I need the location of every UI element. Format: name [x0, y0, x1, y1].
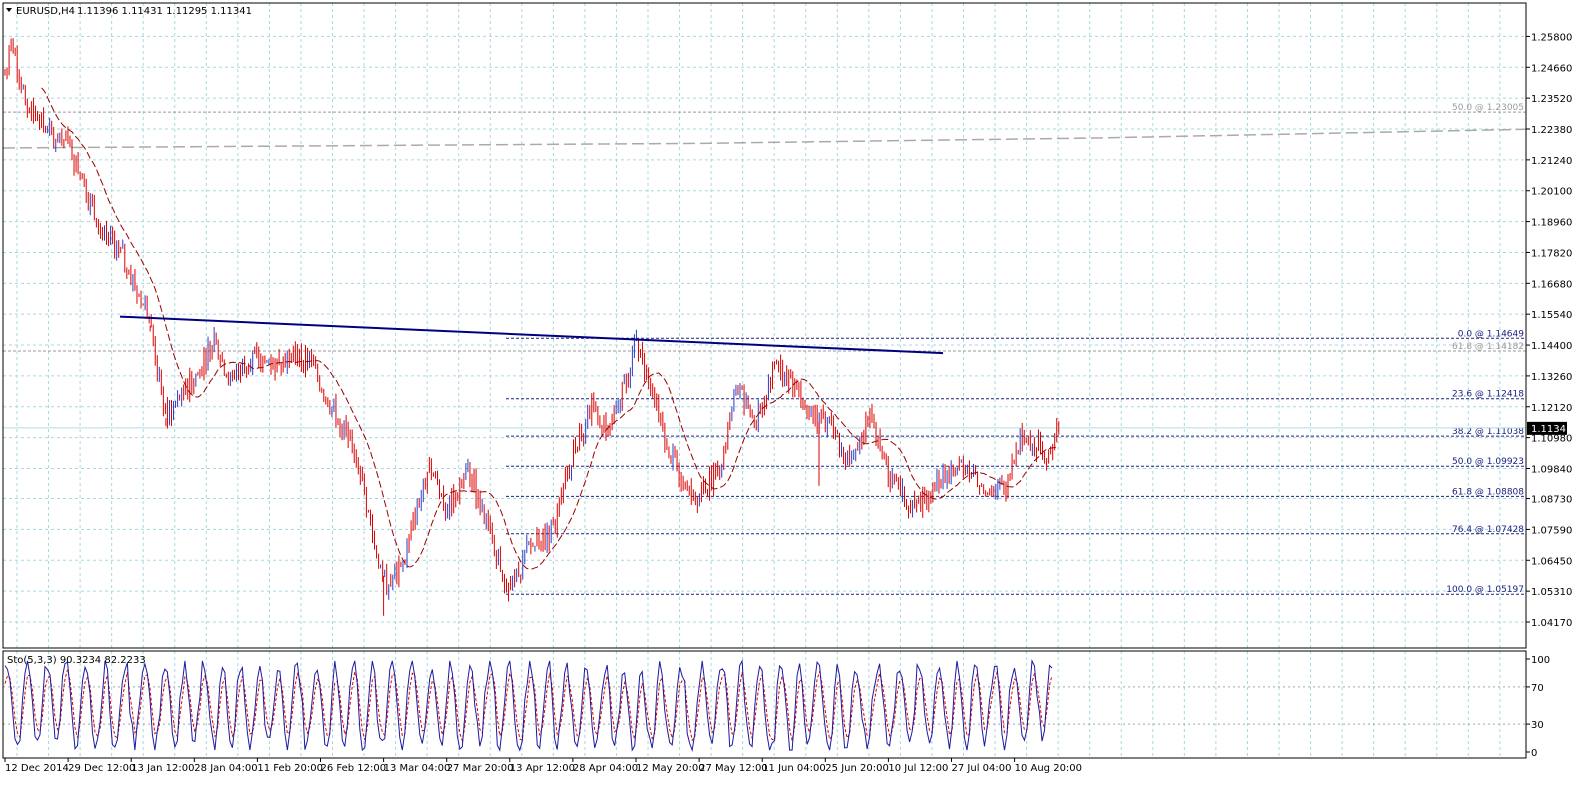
indicator-grid — [3, 651, 1526, 758]
moving-average-line — [41, 87, 1059, 570]
indicator-tick-label: 0 — [1531, 748, 1537, 759]
price-tick-label: 1.22380 — [1531, 125, 1572, 136]
time-tick-label: 10 Jul 12:00 — [888, 763, 948, 774]
price-tick-label: 1.12120 — [1531, 403, 1572, 414]
price-tick-label: 1.13260 — [1531, 372, 1572, 383]
time-tick-label: 12 May 20:00 — [636, 763, 705, 774]
price-axis: 1.25800 1.24660 1.23520 1.22380 1.21240 1.201… — [1526, 32, 1572, 629]
fib-level-label: 100.0 @ 1.05197 — [1446, 585, 1524, 595]
stochastic-oscillator — [4, 659, 1053, 753]
time-tick-label: 11 Feb 20:00 — [257, 763, 323, 774]
time-tick-label: 13 Jan 12:00 — [131, 763, 194, 774]
time-tick-label: 13 Mar 04:00 — [384, 763, 451, 774]
fib-level-label: 76.4 @ 1.07428 — [1452, 525, 1524, 535]
ohlc-label: 1.11396 1.11431 1.11295 1.11341 — [77, 6, 252, 17]
time-tick-label: 11 Jun 04:00 — [762, 763, 826, 774]
fib-upper-label: 50.0 @ 1.23005 — [1452, 103, 1524, 113]
fibonacci-retracement[interactable]: 50.0 @ 1.23005 61.8 @ 1.14182 0.0 @ 1.1464… — [3, 103, 1526, 595]
stochastic-signal-line — [4, 669, 1053, 743]
current-price-tag: 1.11341 — [1527, 421, 1572, 435]
price-series — [4, 38, 1060, 616]
price-tick-label: 1.07590 — [1531, 525, 1572, 536]
indicator-tick-label: 30 — [1531, 720, 1544, 731]
time-tick-label: 27 May 12:00 — [699, 763, 768, 774]
time-tick-label: 29 Dec 12:00 — [68, 763, 135, 774]
resistance-trendline[interactable] — [119, 315, 944, 355]
long-moving-average — [2, 128, 1527, 149]
price-tick-label: 1.25800 — [1531, 32, 1572, 43]
fib-level-label: 38.2 @ 1.11038 — [1452, 427, 1524, 437]
time-tick-label: 25 Jun 20:00 — [825, 763, 889, 774]
price-tick-label: 1.21240 — [1531, 156, 1572, 167]
fib-level-label: 50.0 @ 1.09923 — [1452, 457, 1524, 467]
price-tick-label: 1.15540 — [1531, 310, 1572, 321]
fib-upper-label: 61.8 @ 1.14182 — [1452, 342, 1524, 352]
price-tick-label: 1.23520 — [1531, 94, 1572, 105]
price-tick-label: 1.06450 — [1531, 556, 1572, 567]
indicator-tick-label: 70 — [1531, 683, 1544, 694]
fib-level-label: 23.6 @ 1.12418 — [1452, 390, 1524, 400]
time-tick-label: 13 Apr 12:00 — [510, 763, 575, 774]
time-tick-label: 10 Aug 20:00 — [1015, 763, 1082, 774]
price-tick-label: 1.10980 — [1531, 434, 1572, 445]
price-tick-label: 1.17820 — [1531, 248, 1572, 259]
indicator-axis: 100 70 30 0 — [1526, 655, 1550, 759]
price-tick-label: 1.20100 — [1531, 187, 1572, 198]
price-tick-label: 1.18960 — [1531, 218, 1572, 229]
chart-header: EURUSD,H4 1.11396 1.11431 1.11295 1.1134… — [6, 6, 252, 17]
dropdown-triangle-icon[interactable] — [6, 8, 12, 12]
time-tick-label: 27 Jul 04:00 — [952, 763, 1012, 774]
stochastic-main-line — [4, 659, 1053, 753]
price-tick-label: 1.24660 — [1531, 63, 1572, 74]
price-tick-label: 1.14400 — [1531, 341, 1572, 352]
price-tick-label: 1.09840 — [1531, 464, 1572, 475]
time-tick-label: 28 Jan 04:00 — [194, 763, 257, 774]
svg-text:1.11341: 1.11341 — [1531, 424, 1572, 435]
symbol-label: EURUSD,H4 — [16, 6, 75, 17]
long-ma-line — [2, 128, 1527, 149]
price-tick-label: 1.08730 — [1531, 495, 1572, 506]
time-tick-label: 26 Feb 12:00 — [321, 763, 387, 774]
time-tick-label: 28 Apr 04:00 — [573, 763, 638, 774]
fib-level-label: 0.0 @ 1.14649 — [1458, 329, 1525, 339]
moving-average — [41, 87, 1059, 570]
fib-level-label: 61.8 @ 1.08808 — [1452, 487, 1524, 497]
stochastic-label: Sto(5,3,3) 90.3234 82.2233 — [7, 655, 146, 666]
price-tick-label: 1.04170 — [1531, 618, 1572, 629]
time-tick-label: 12 Dec 2014 — [5, 763, 69, 774]
main-pane-frame — [2, 2, 1527, 649]
time-tick-label: 27 Mar 20:00 — [447, 763, 514, 774]
price-tick-label: 1.16680 — [1531, 279, 1572, 290]
indicator-tick-label: 100 — [1531, 655, 1550, 666]
indicator-pane-frame — [2, 650, 1527, 759]
price-tick-label: 1.05310 — [1531, 587, 1572, 598]
